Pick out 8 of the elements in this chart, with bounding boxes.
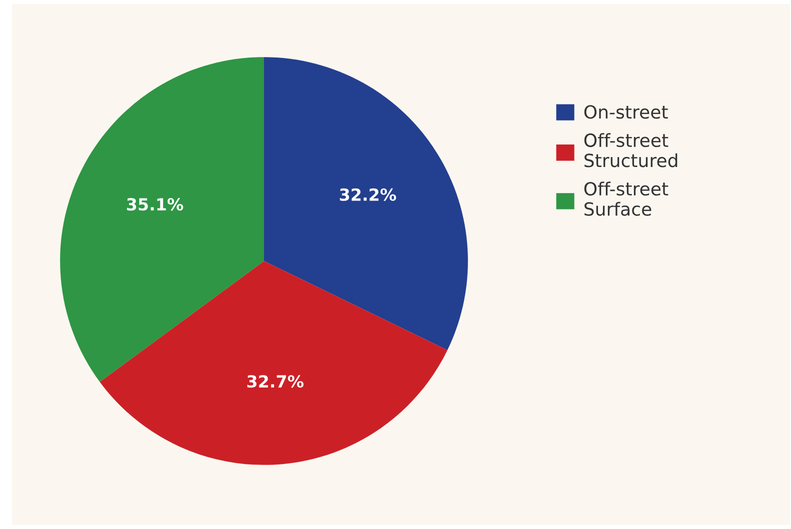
legend-label: On-street — [584, 105, 668, 119]
data-label: 32.2% — [340, 188, 396, 201]
pie-slice — [100, 261, 448, 465]
pie-slice — [264, 57, 468, 350]
data-label: 32.7% — [247, 375, 304, 388]
data-label: 35.1% — [127, 198, 184, 211]
legend-label: Off-street Structured — [584, 133, 678, 168]
legend-label: Off-street Surface — [584, 182, 668, 216]
